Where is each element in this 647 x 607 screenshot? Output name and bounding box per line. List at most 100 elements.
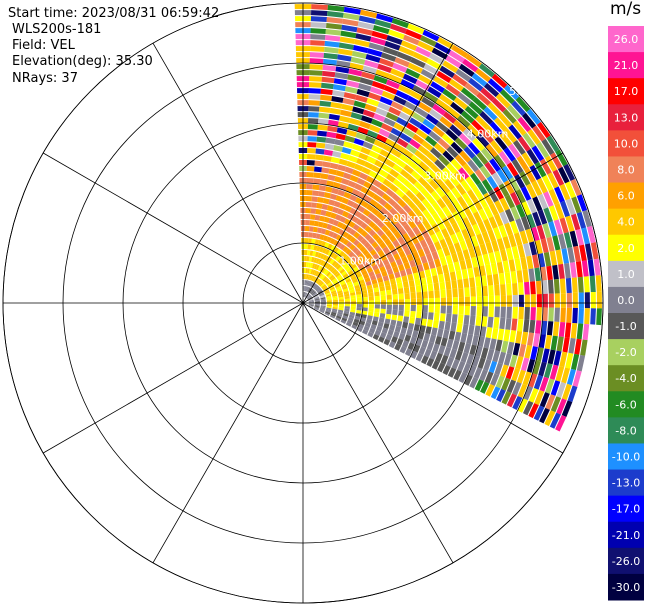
velocity-gate	[360, 200, 369, 208]
velocity-gate	[546, 135, 560, 153]
velocity-gate	[515, 356, 524, 370]
velocity-gate	[409, 244, 417, 254]
velocity-gate	[319, 293, 325, 297]
velocity-gate	[326, 306, 332, 309]
velocity-gate	[559, 351, 568, 368]
velocity-gate	[490, 386, 501, 400]
velocity-gate	[409, 259, 417, 268]
velocity-gate	[418, 270, 426, 279]
velocity-gate	[336, 313, 343, 318]
velocity-gate	[472, 96, 487, 111]
velocity-gate	[382, 275, 389, 282]
velocity-gate	[438, 273, 445, 283]
velocity-gate	[304, 292, 307, 298]
velocity-gate	[555, 249, 564, 265]
velocity-gate	[437, 171, 449, 183]
velocity-gate	[548, 221, 558, 237]
velocity-gate	[560, 200, 571, 218]
velocity-gate	[325, 28, 342, 36]
velocity-gate	[342, 273, 349, 279]
velocity-gate	[510, 271, 518, 284]
velocity-gate	[352, 266, 359, 273]
velocity-gate	[356, 303, 362, 308]
velocity-gate	[348, 221, 356, 228]
velocity-gate	[461, 192, 473, 205]
velocity-gate	[428, 260, 436, 269]
velocity-gate	[497, 328, 505, 341]
velocity-gate	[479, 326, 487, 338]
velocity-gate	[516, 155, 529, 171]
velocity-gate	[397, 287, 404, 295]
velocity-gate	[384, 40, 401, 51]
velocity-gate	[386, 35, 403, 45]
velocity-gate	[360, 286, 367, 291]
velocity-gate	[379, 313, 386, 319]
velocity-gate	[364, 217, 372, 225]
velocity-gate	[521, 152, 534, 168]
velocity-gate	[334, 176, 343, 183]
velocity-gate	[340, 281, 346, 286]
velocity-gate	[316, 136, 327, 143]
velocity-gate	[412, 330, 419, 338]
velocity-gate	[401, 194, 411, 204]
velocity-gate	[442, 217, 451, 228]
velocity-gate	[498, 113, 513, 128]
velocity-gate	[447, 202, 457, 214]
velocity-gate	[451, 252, 459, 263]
velocity-gate	[348, 155, 358, 163]
velocity-gate	[305, 268, 308, 274]
velocity-gate	[316, 245, 321, 252]
velocity-gate	[350, 295, 356, 299]
velocity-gate	[519, 230, 529, 245]
velocity-gate	[488, 189, 499, 203]
velocity-gate	[571, 277, 578, 293]
velocity-gate	[446, 356, 455, 367]
velocity-gate	[553, 350, 562, 366]
velocity-gate	[412, 133, 425, 145]
velocity-gate	[344, 86, 358, 94]
velocity-gate	[422, 29, 440, 42]
velocity-gate	[458, 305, 464, 315]
colorbar-tick-label: 21.0	[614, 59, 639, 72]
velocity-gate	[344, 296, 350, 300]
velocity-gate	[355, 259, 362, 267]
velocity-gate	[404, 101, 418, 112]
velocity-gate	[514, 174, 526, 189]
velocity-gate	[590, 291, 596, 309]
velocity-gate	[322, 261, 327, 267]
velocity-gate	[437, 248, 445, 259]
velocity-gate	[373, 287, 380, 293]
velocity-gate	[396, 320, 403, 328]
velocity-gate	[406, 122, 419, 133]
velocity-gate	[565, 215, 575, 232]
velocity-gate	[498, 224, 508, 238]
velocity-gate	[332, 90, 345, 97]
velocity-gate	[391, 314, 398, 321]
velocity-gate	[562, 383, 572, 401]
velocity-gate	[464, 287, 470, 297]
velocity-gate	[368, 292, 374, 297]
velocity-gate	[407, 322, 415, 330]
velocity-gate	[453, 261, 461, 272]
velocity-gate	[343, 290, 350, 295]
velocity-gate	[378, 317, 385, 323]
velocity-gate	[304, 262, 307, 268]
colorbar-swatch	[608, 365, 644, 392]
velocity-gate	[310, 269, 314, 275]
velocity-gate	[467, 159, 479, 173]
velocity-gate	[342, 315, 348, 320]
velocity-gate	[475, 276, 482, 287]
velocity-gate	[365, 252, 372, 260]
velocity-gate	[339, 216, 347, 223]
velocity-gate	[392, 294, 398, 300]
velocity-gate	[428, 305, 434, 313]
velocity-gate	[434, 241, 442, 251]
velocity-gate	[469, 376, 479, 389]
velocity-gate	[374, 329, 381, 336]
velocity-gate	[361, 71, 376, 80]
velocity-gate	[457, 361, 466, 372]
velocity-gate	[489, 158, 501, 172]
velocity-gate	[319, 266, 324, 272]
velocity-gate	[380, 52, 397, 62]
velocity-gate	[324, 229, 331, 236]
